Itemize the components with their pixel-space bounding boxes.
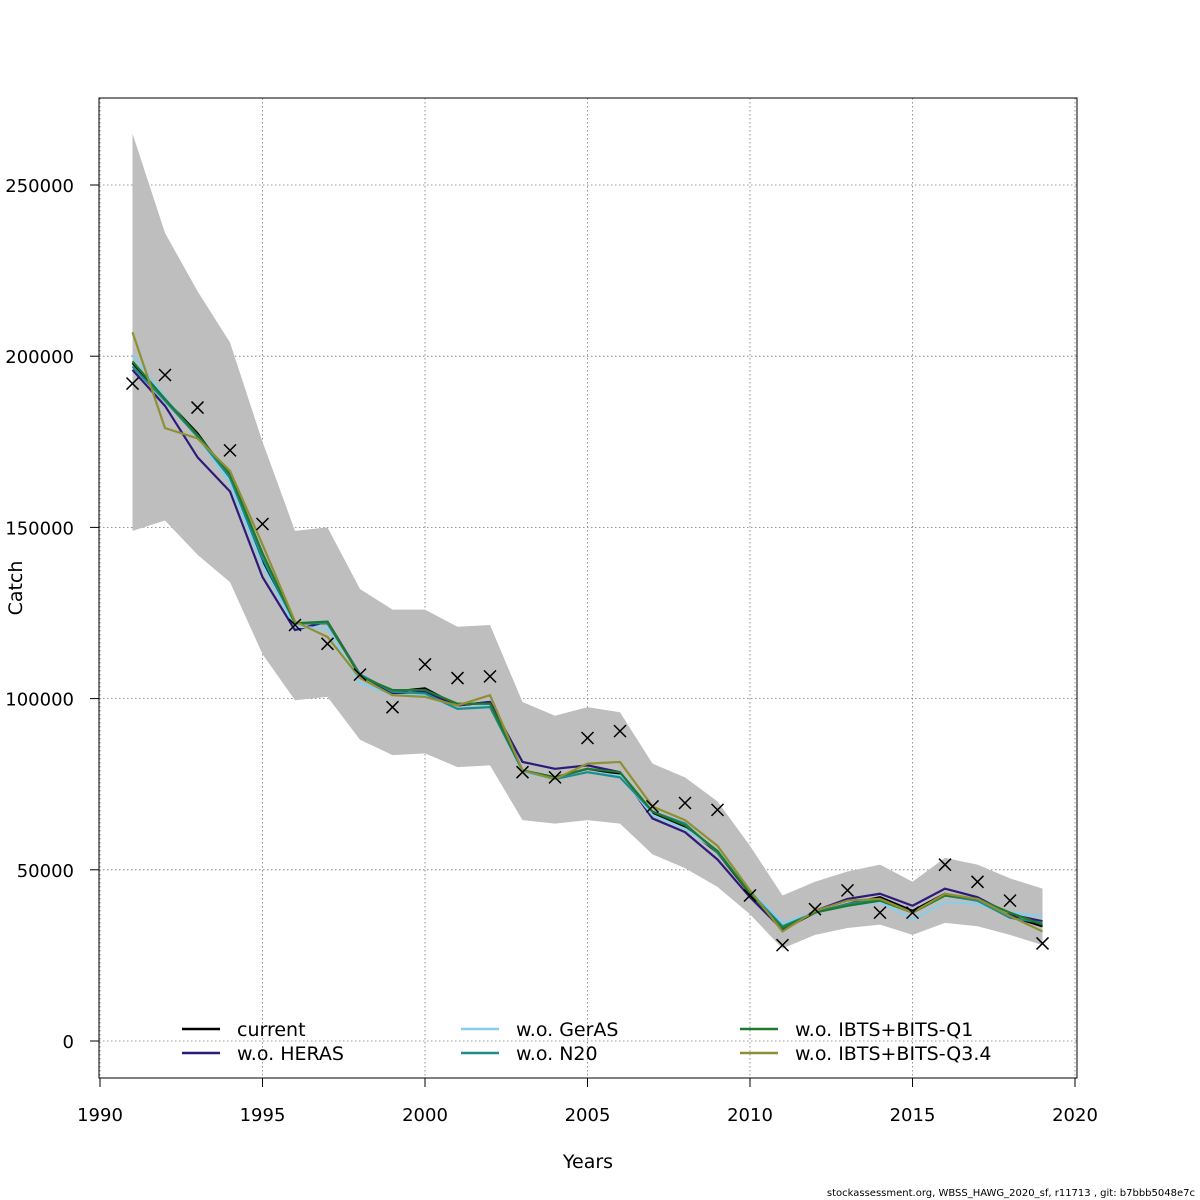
- legend-label-2: w.o. GerAS: [516, 1019, 619, 1041]
- observed-marker: [775, 938, 790, 952]
- footer-text: stockassessment.org, WBSS_HAWG_2020_sf, …: [827, 1188, 1195, 1199]
- legend-label-5: w.o. IBTS+BITS-Q3.4: [795, 1043, 991, 1065]
- observed-marker: [645, 799, 660, 813]
- observed-marker: [580, 731, 595, 745]
- x-tick-label: 2015: [890, 1105, 936, 1126]
- legend-label-0: current: [237, 1019, 306, 1041]
- observed-marker: [905, 906, 920, 920]
- observed-marker: [840, 883, 855, 897]
- observed-marker: [808, 902, 822, 916]
- observed-marker: [1003, 894, 1017, 908]
- y-tick-label: 200000: [5, 347, 74, 368]
- observed-marker: [255, 517, 270, 531]
- observed-marker: [483, 669, 497, 683]
- y-tick-label: 100000: [5, 690, 74, 711]
- observed-marker: [125, 377, 140, 391]
- observed-marker: [288, 618, 302, 632]
- observed-marker: [450, 671, 465, 685]
- observed-marker: [1035, 936, 1050, 950]
- series-line-5: [131, 331, 1043, 933]
- observed-marker: [418, 657, 432, 671]
- x-tick-label: 2020: [1052, 1105, 1098, 1126]
- observed-marker: [678, 796, 692, 810]
- y-tick-label: 150000: [5, 518, 74, 539]
- observed-markers-layer: [125, 368, 1050, 952]
- x-tick-label: 1990: [77, 1105, 123, 1126]
- observed-marker: [158, 368, 172, 382]
- observed-marker: [353, 668, 367, 682]
- legend-label-1: w.o. HERAS: [237, 1043, 344, 1065]
- y-tick-label: 250000: [5, 176, 74, 197]
- series-lines-layer: [131, 331, 1043, 933]
- observed-marker: [223, 443, 237, 457]
- x-tick-label: 2010: [727, 1105, 773, 1126]
- y-tick-label: 0: [63, 1032, 74, 1053]
- observed-marker: [873, 906, 887, 920]
- confidence-band: [132, 133, 1043, 949]
- confidence-band-layer: [132, 133, 1043, 949]
- y-tick-label: 50000: [17, 861, 74, 882]
- series-line-1: [131, 369, 1043, 931]
- x-tick-label: 2000: [402, 1105, 448, 1126]
- observed-marker: [710, 803, 725, 817]
- x-tick-label: 2005: [565, 1105, 611, 1126]
- observed-marker: [743, 888, 757, 903]
- observed-marker: [385, 700, 400, 714]
- y-axis: 0 50000 100000 150000 200000 250000: [5, 176, 99, 1053]
- legend-label-3: w.o. N20: [516, 1043, 598, 1065]
- observed-marker: [613, 724, 627, 738]
- observed-marker: [970, 875, 985, 889]
- observed-marker: [190, 401, 205, 415]
- legend-label-4: w.o. IBTS+BITS-Q1: [795, 1019, 973, 1041]
- x-axis-title: Years: [562, 1151, 613, 1173]
- x-tick-label: 1995: [240, 1105, 286, 1126]
- observed-marker: [938, 858, 952, 872]
- observed-marker: [548, 770, 562, 784]
- y-axis-title: Catch: [5, 561, 27, 616]
- observed-marker: [515, 765, 530, 779]
- observed-marker: [320, 637, 335, 651]
- x-axis: 1990 1995 2000 2005 2010 2015 2020: [77, 1077, 1098, 1126]
